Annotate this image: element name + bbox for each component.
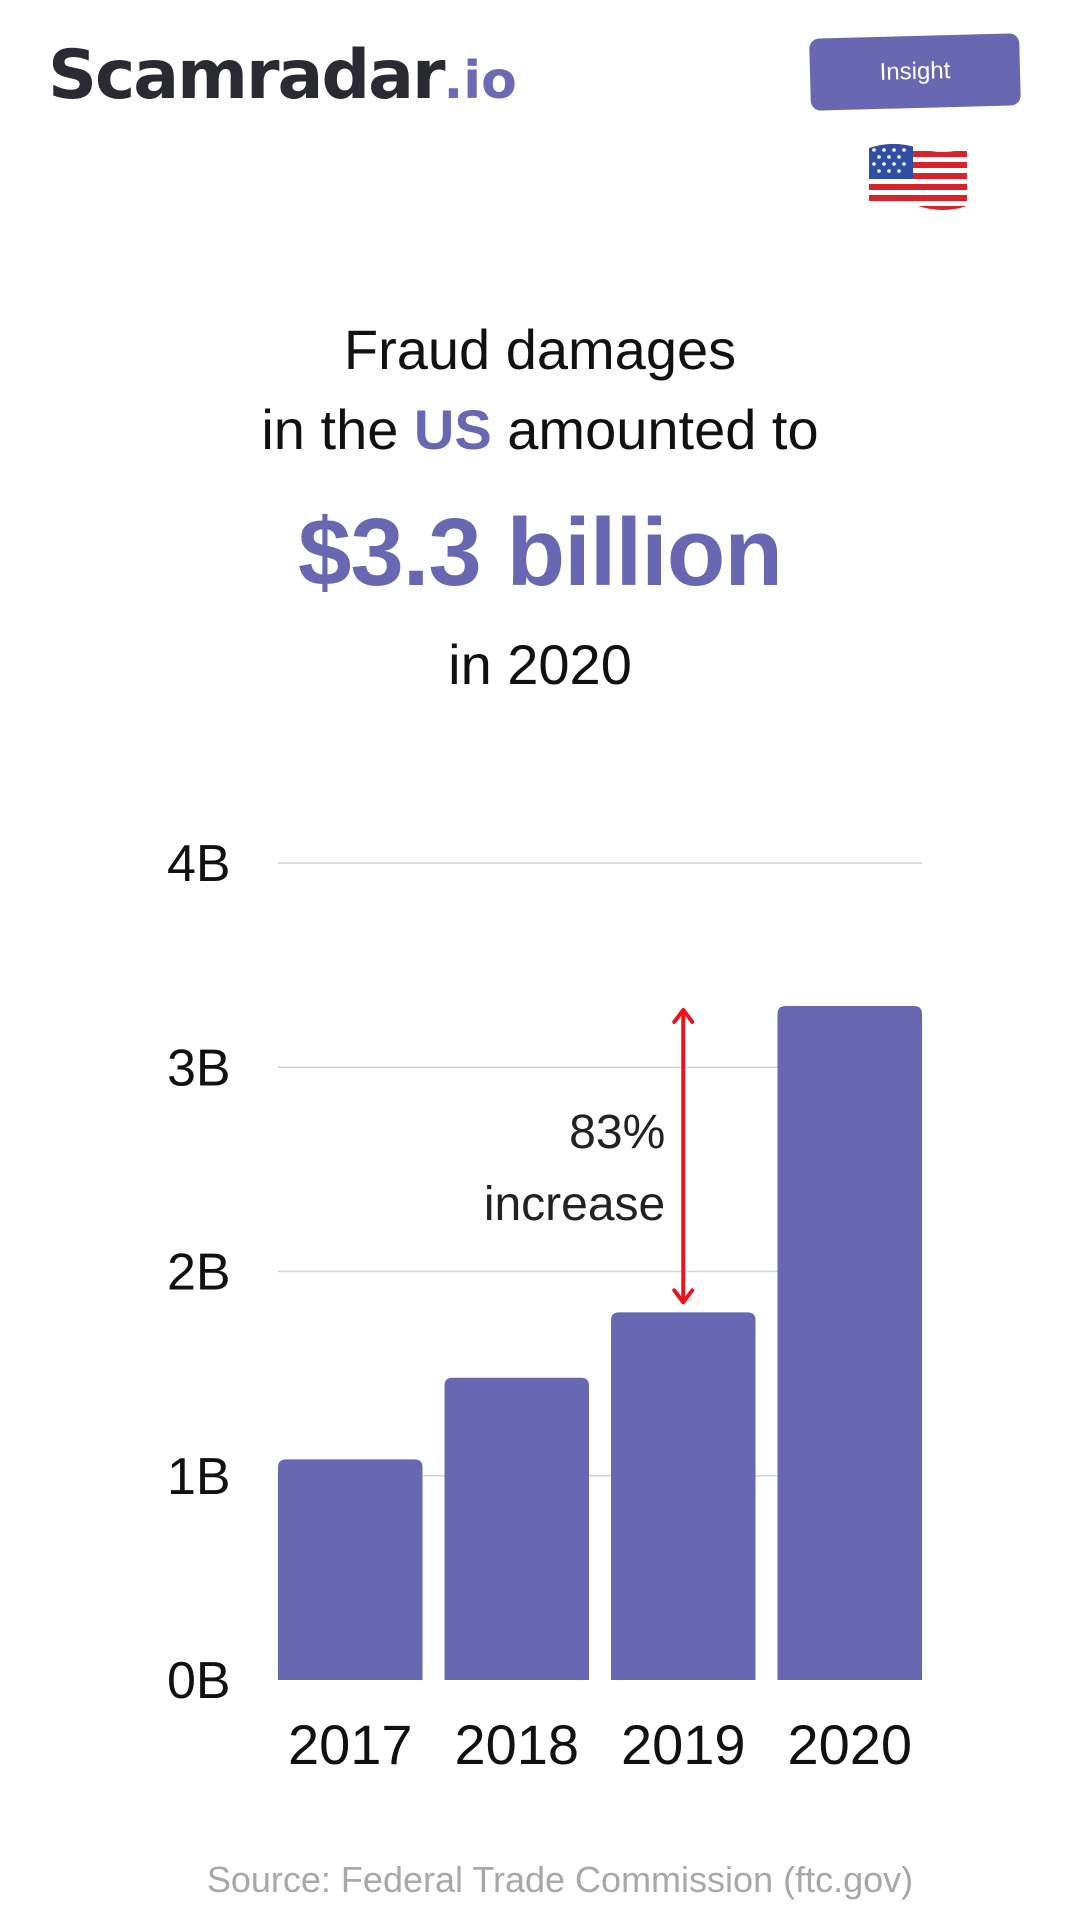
source-credit: Source: Federal Trade Commission (ftc.go… [206,1859,914,1900]
bar-2020 [777,1005,922,1680]
logo-tld: .io [443,51,517,111]
headline-country: US [413,398,492,461]
headline-line-2: in the US amounted to [0,390,1080,470]
headline: Fraud damages in the US amounted to [0,310,1080,470]
logo-brand: Scamradar [48,36,446,115]
headline-prefix: in the [261,398,414,461]
x-tick-label-2020: 2020 [787,1713,912,1776]
y-tick-label-4B: 4B [167,835,231,893]
bar-2018 [444,1377,589,1680]
scamradar-logo: Scamradar.io [48,36,517,121]
y-tick-label-2B: 2B [167,1244,231,1302]
us-flag-icon [869,144,967,210]
increase-arrow-head-down [672,1288,695,1305]
bar-2017 [278,1459,423,1680]
x-tick-label-2017: 2017 [288,1713,413,1776]
headline-line-1: Fraud damages [343,318,737,381]
y-tick-label-3B: 3B [167,1039,231,1097]
y-tick-label-1B: 1B [167,1448,231,1506]
x-tick-label-2018: 2018 [454,1713,579,1776]
increase-arrow-head-up [672,1007,695,1024]
annotation-percent: 83% [569,1106,665,1159]
annotation-label: increase [484,1178,665,1231]
x-tick-label-2019: 2019 [621,1713,746,1776]
y-tick-label-0B: 0B [167,1652,231,1710]
bar-2019 [611,1312,756,1680]
damage-amount: $3.3 billion [297,499,783,606]
headline-suffix: amounted to [491,398,819,461]
headline-year: in 2020 [448,633,632,696]
